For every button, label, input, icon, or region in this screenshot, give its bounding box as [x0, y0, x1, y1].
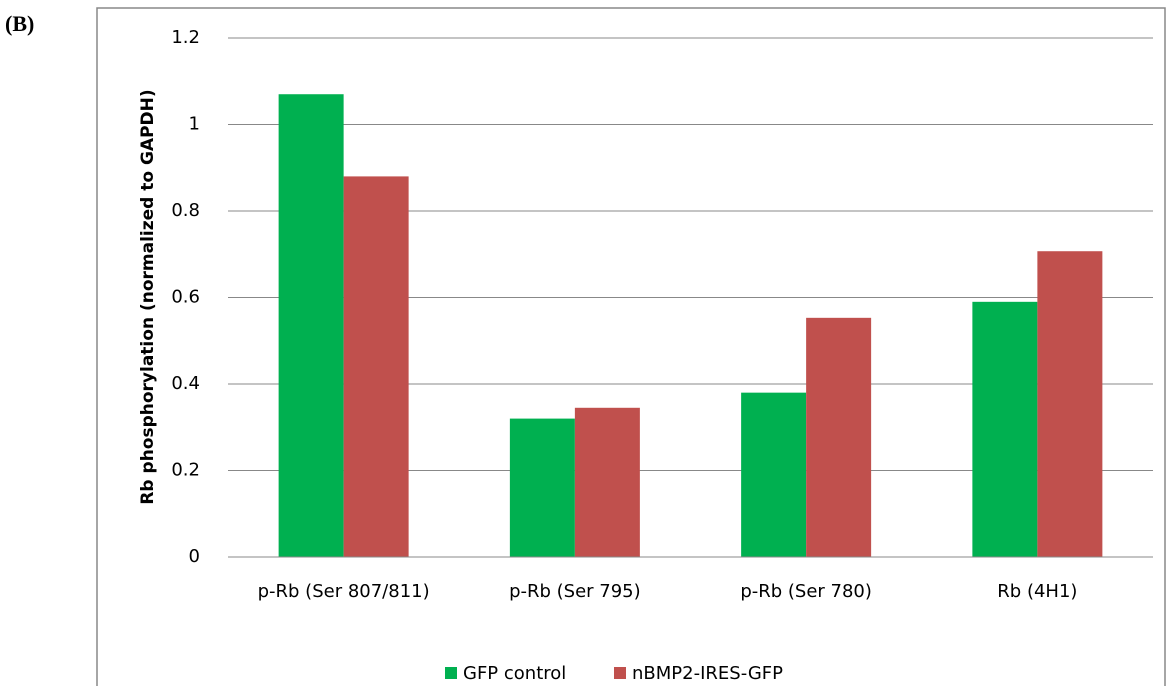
chart-frame: [96, 7, 1166, 686]
legend-label: nBMP2-IRES-GFP: [632, 663, 783, 684]
y-tick-label: 0.8: [171, 200, 200, 221]
y-tick-label: 1: [189, 114, 200, 135]
x-tick-label: Rb (4H1): [997, 581, 1077, 602]
bar: [278, 94, 344, 557]
y-tick-label: 0.2: [171, 460, 200, 481]
legend-swatch: [445, 667, 457, 679]
bar: [741, 392, 807, 557]
y-tick-label: 0.6: [171, 287, 200, 308]
bar: [509, 418, 575, 557]
y-tick-label: 0.4: [171, 373, 200, 394]
y-axis-label: Rb phosphorylation (normalized to GAPDH): [138, 89, 158, 504]
y-tick-label: 1.2: [171, 27, 200, 48]
x-tick-label: p-Rb (Ser 780): [740, 581, 872, 602]
bar: [972, 301, 1038, 557]
legend-label: GFP control: [463, 663, 566, 684]
x-tick-label: p-Rb (Ser 795): [509, 581, 641, 602]
bar: [806, 317, 872, 557]
bar: [343, 176, 409, 557]
panel-label: (B): [5, 11, 34, 36]
y-tick-label: 0: [189, 546, 200, 567]
x-tick-label: p-Rb (Ser 807/811): [258, 581, 430, 602]
bar: [1037, 251, 1103, 557]
bar: [574, 407, 640, 557]
legend-swatch: [614, 667, 626, 679]
